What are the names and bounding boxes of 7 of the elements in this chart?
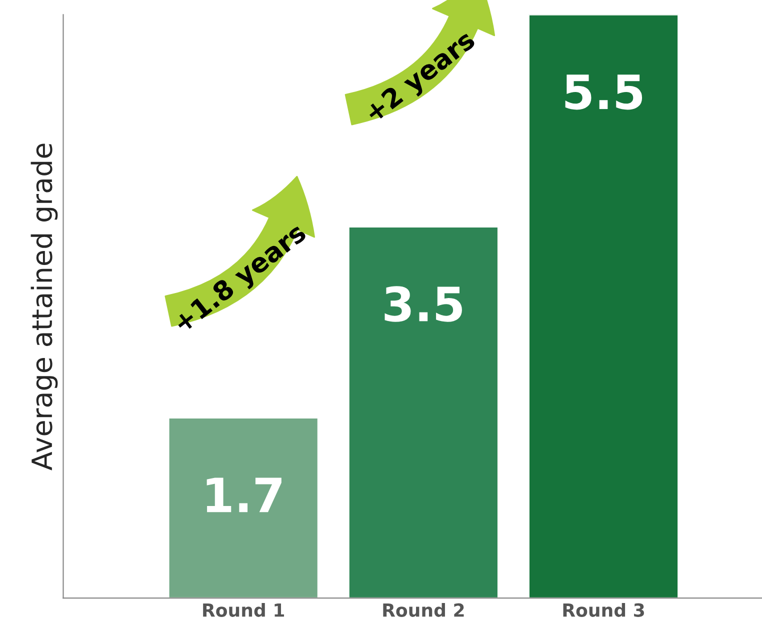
- data-label: 1.7: [206, 478, 282, 512]
- data-label: 3.5: [384, 286, 462, 322]
- x-tick-label: Round 2: [383, 602, 464, 617]
- data-label: 5.5: [565, 74, 642, 110]
- x-tick-label: Round 3: [563, 602, 644, 617]
- y-axis-title: Average attained grade: [30, 144, 58, 470]
- x-tick-label: Round 1: [203, 602, 284, 617]
